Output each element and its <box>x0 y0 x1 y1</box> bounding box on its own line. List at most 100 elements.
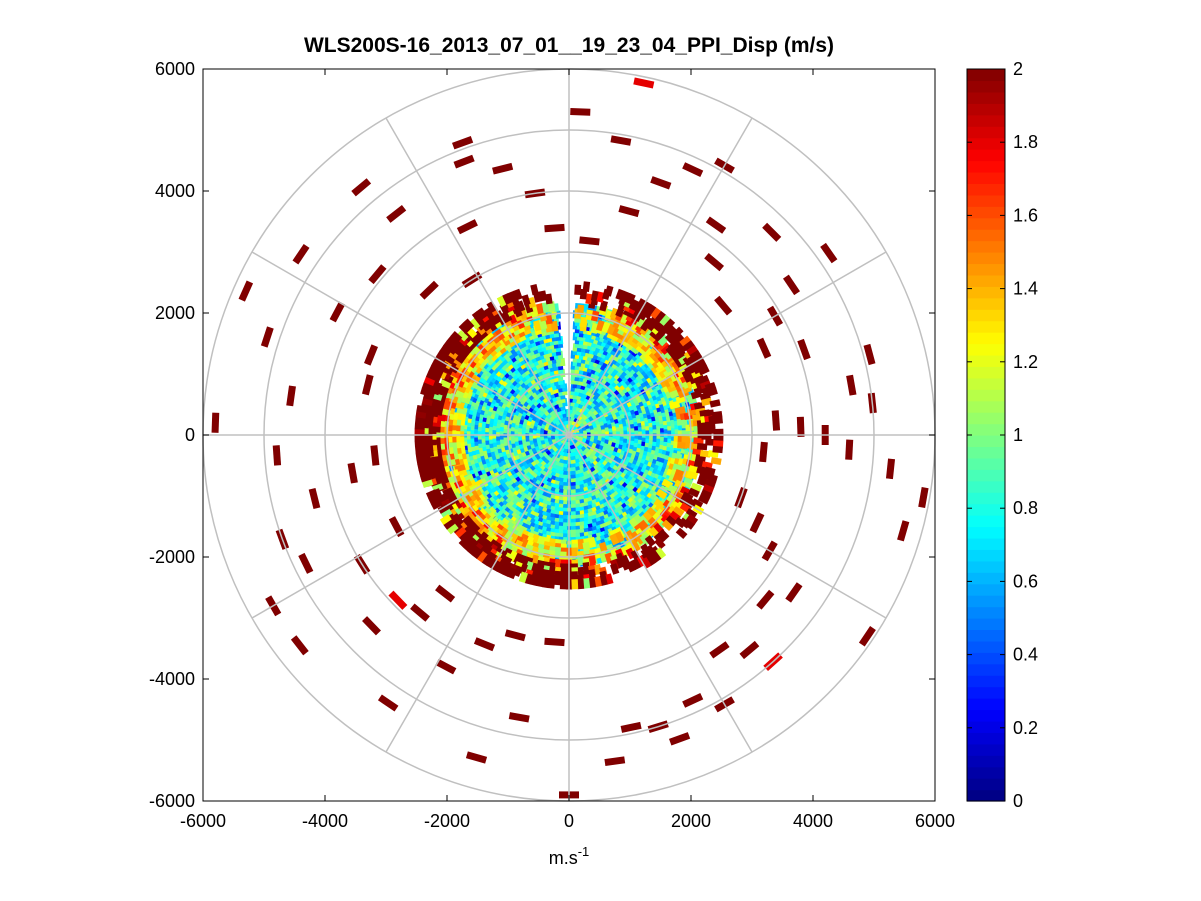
data-cell <box>618 205 640 218</box>
x-tick-label: 4000 <box>793 811 833 831</box>
polar-spoke <box>568 434 887 619</box>
data-cell <box>675 394 687 404</box>
data-cell <box>609 533 620 546</box>
data-cell <box>450 331 463 343</box>
data-cell <box>686 514 699 525</box>
data-cell <box>364 344 378 366</box>
data-cell <box>329 301 346 323</box>
data-cell <box>650 176 672 190</box>
data-cell <box>846 374 857 396</box>
colorbar-segment <box>967 137 1005 150</box>
data-cell <box>439 345 452 356</box>
data-cell <box>671 326 684 339</box>
data-cell <box>635 298 647 311</box>
data-cell <box>588 577 597 589</box>
data-cell <box>290 635 309 656</box>
data-cell <box>615 288 625 301</box>
data-cell <box>347 462 358 484</box>
data-cell <box>705 427 716 434</box>
colorbar-segment <box>967 194 1005 207</box>
data-cell <box>450 424 461 432</box>
data-cell <box>713 434 724 442</box>
data-cell <box>502 565 513 577</box>
data-cell <box>521 294 531 306</box>
colorbar-segment <box>967 412 1005 425</box>
data-cell <box>496 295 508 308</box>
data-cell <box>544 313 553 325</box>
data-cell <box>700 397 713 407</box>
colorbar-segment <box>967 286 1005 299</box>
data-cell <box>440 508 453 519</box>
colorbar-segment <box>967 389 1005 402</box>
data-cell <box>701 433 712 440</box>
y-tick-label: -6000 <box>149 791 195 811</box>
data-cell <box>593 576 602 588</box>
data-cell <box>502 293 513 305</box>
data-cell <box>620 545 631 558</box>
data-cell <box>414 434 425 442</box>
data-cell <box>571 547 579 558</box>
data-cell <box>582 562 591 573</box>
data-cell <box>386 204 407 223</box>
data-cell <box>654 537 666 550</box>
data-cell <box>416 456 428 466</box>
data-cell <box>706 387 718 397</box>
data-cell <box>538 290 548 302</box>
data-cell <box>436 349 449 361</box>
data-cell <box>415 410 427 419</box>
data-cell <box>579 288 588 300</box>
colorbar-segment <box>967 755 1005 768</box>
data-cell <box>574 284 582 295</box>
plot-cells <box>211 77 929 799</box>
data-cell <box>414 440 425 448</box>
y-tick-label: 6000 <box>155 59 195 79</box>
data-cell <box>796 416 805 438</box>
data-cell <box>541 302 550 313</box>
data-cell <box>308 487 321 510</box>
colorbar-segment <box>967 297 1005 310</box>
data-cell <box>439 379 452 389</box>
data-cell <box>576 538 585 550</box>
colorbar-segment <box>967 171 1005 184</box>
colorbar-segment <box>967 618 1005 631</box>
x-tick-label: 0 <box>564 811 574 831</box>
data-cell <box>544 293 553 305</box>
data-cell <box>710 456 722 466</box>
data-cell <box>590 290 600 302</box>
y-tick-label: -2000 <box>149 547 195 567</box>
colorbar-segment <box>967 743 1005 756</box>
data-cell <box>582 281 591 292</box>
colorbar-segment <box>967 480 1005 493</box>
data-cell <box>476 550 488 563</box>
colorbar-segment <box>967 91 1005 104</box>
colorbar-segment <box>967 698 1005 711</box>
colorbar-tick-label: 1 <box>1013 425 1023 445</box>
colorbar-segment <box>967 320 1005 333</box>
colorbar-segment <box>967 526 1005 539</box>
data-cell <box>504 629 526 642</box>
data-cell <box>416 404 428 414</box>
colorbar-segment <box>967 595 1005 608</box>
colorbar-segment <box>967 354 1005 367</box>
colorbar-tick-label: 0 <box>1013 791 1023 811</box>
data-cell <box>443 340 456 352</box>
data-cell <box>508 712 530 723</box>
colorbar-segment <box>967 766 1005 779</box>
data-cell <box>705 216 727 234</box>
data-cell <box>368 264 387 285</box>
data-cell <box>686 470 699 480</box>
data-cell <box>783 274 800 296</box>
data-cell <box>675 527 688 539</box>
data-cell <box>458 530 471 543</box>
data-cell <box>481 553 493 566</box>
data-cell <box>709 641 730 659</box>
data-cell <box>361 374 374 396</box>
data-cell <box>513 288 523 301</box>
data-cell <box>756 589 775 610</box>
data-cell <box>462 318 475 331</box>
colorbar-segment <box>967 663 1005 676</box>
data-cell <box>682 518 695 530</box>
data-cell <box>665 325 678 338</box>
data-cell <box>576 554 585 566</box>
colorbar-segment <box>967 149 1005 162</box>
